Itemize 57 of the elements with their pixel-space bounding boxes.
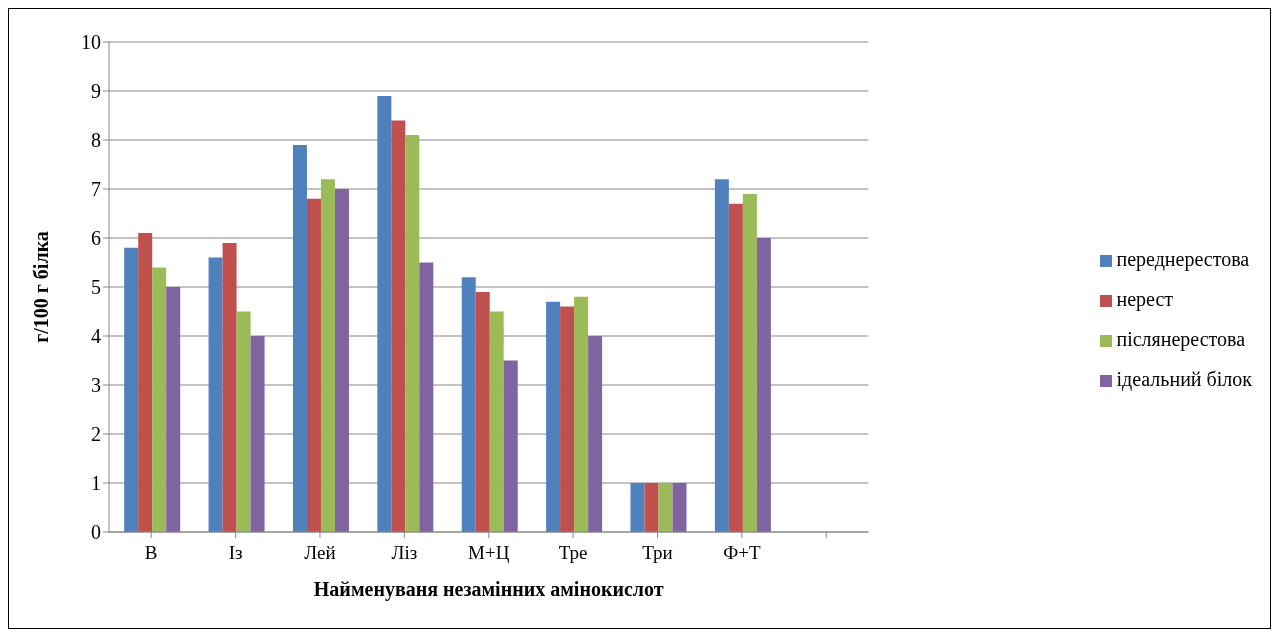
bar xyxy=(405,135,420,532)
bar xyxy=(756,238,771,532)
bar xyxy=(489,311,504,532)
x-tick-label: М+Ц xyxy=(468,542,510,564)
bar xyxy=(630,483,645,532)
y-tick-label: 8 xyxy=(91,129,101,152)
legend-label: післянерестова xyxy=(1116,327,1246,350)
bar xyxy=(377,95,392,532)
legend-label: переднерестова xyxy=(1116,247,1250,270)
bar xyxy=(588,336,603,532)
y-tick-label: 0 xyxy=(91,521,101,544)
x-tick-label: Тре xyxy=(558,542,588,564)
legend-label: ідеальний білок xyxy=(1116,367,1252,390)
bar xyxy=(124,247,139,532)
bar xyxy=(320,179,335,532)
y-tick-label: 4 xyxy=(91,325,101,348)
bar xyxy=(461,277,476,532)
bar xyxy=(574,296,589,532)
y-tick-label: 9 xyxy=(91,80,101,103)
bar xyxy=(166,287,181,532)
bar xyxy=(644,483,659,532)
x-tick-label: Ліз xyxy=(391,542,418,564)
bar xyxy=(714,179,729,532)
x-tick-label: Три xyxy=(642,542,673,564)
x-axis-title: Найменуваня незамінних амінокислот xyxy=(313,578,664,601)
bar xyxy=(250,336,265,532)
bar xyxy=(334,189,349,532)
bar xyxy=(391,120,406,532)
bar xyxy=(672,483,687,532)
bar xyxy=(222,242,237,532)
bar xyxy=(292,144,307,532)
y-tick-label: 5 xyxy=(91,276,101,299)
x-tick-label: Ф+Т xyxy=(723,542,761,564)
y-tick-label: 10 xyxy=(81,31,101,54)
legend-label: нерест xyxy=(1116,287,1174,310)
bar xyxy=(546,301,561,532)
y-tick-label: 1 xyxy=(91,472,101,495)
x-tick-label: Із xyxy=(228,542,243,564)
bar xyxy=(503,360,518,532)
y-tick-label: 7 xyxy=(91,178,101,201)
y-axis-title: г/100 г білка xyxy=(30,231,53,343)
bar xyxy=(138,233,153,532)
bar xyxy=(152,267,167,532)
bar xyxy=(208,257,223,532)
bar xyxy=(419,262,434,532)
bar xyxy=(658,483,673,532)
bar xyxy=(475,291,490,532)
y-tick-label: 3 xyxy=(91,374,101,397)
bar xyxy=(560,306,575,532)
bar xyxy=(742,193,757,532)
bar xyxy=(306,198,321,532)
bar xyxy=(728,203,743,532)
x-tick-label: Лей xyxy=(304,542,336,564)
x-tick-label: В xyxy=(144,542,158,564)
y-tick-label: 2 xyxy=(91,423,101,446)
bar xyxy=(236,311,251,532)
y-tick-label: 6 xyxy=(91,227,101,250)
